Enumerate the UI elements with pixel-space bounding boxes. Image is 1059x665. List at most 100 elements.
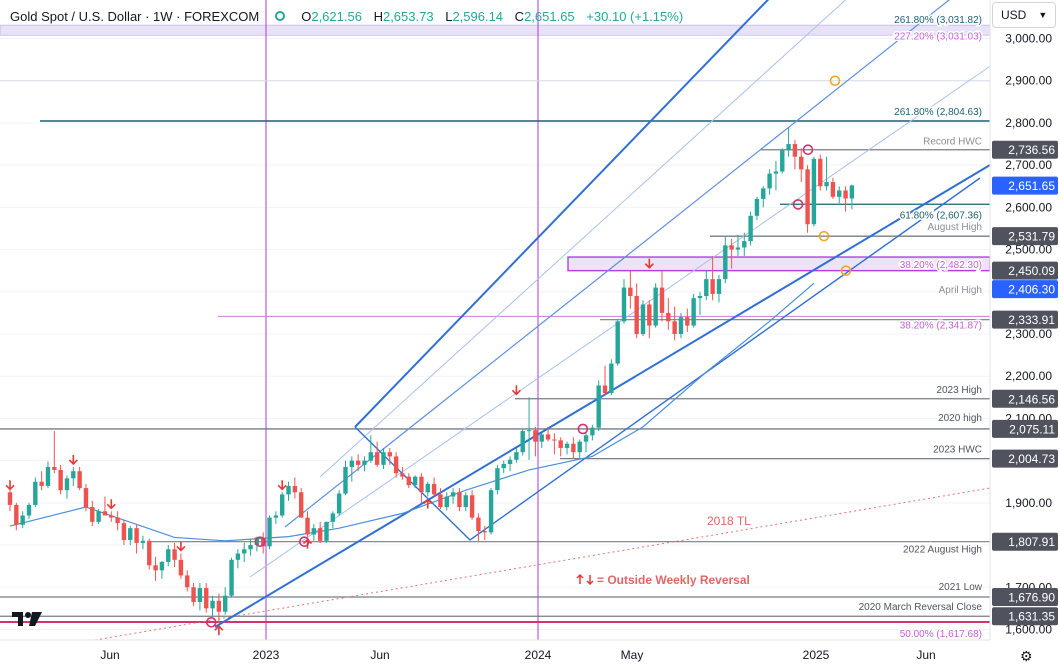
- price-badge: [992, 389, 1058, 408]
- legend-up-arrow-icon: [576, 573, 584, 584]
- open-label: O: [301, 8, 312, 24]
- candle-body: [311, 528, 317, 535]
- candle-body: [96, 511, 101, 522]
- reversal-ring: [802, 144, 814, 156]
- ohlc-values: O2,621.56 H2,653.73 L2,596.14 C2,651.65 …: [301, 9, 691, 24]
- candle-body: [704, 279, 709, 297]
- candle-body: [830, 182, 836, 197]
- candle-body: [229, 559, 234, 596]
- level-labels: 261.80% (3,031.82) 227.20% (3,031.03) 261.…: [857, 14, 984, 642]
- candle-body: [653, 287, 658, 326]
- candle-body: [298, 492, 304, 518]
- candle-body: [583, 435, 589, 442]
- candle-body: [355, 460, 361, 465]
- bullish-reversal-arrow: [214, 624, 224, 636]
- time-axis[interactable]: Jun 2023 Jun 2024 May 2025 Jun: [0, 639, 1059, 664]
- candle-body: [159, 561, 165, 571]
- low-value: 2,596.14: [452, 8, 504, 24]
- price-badge: [992, 588, 1058, 607]
- price-badge-label: 2,333.91: [1008, 313, 1055, 327]
- level-label: April High: [939, 285, 982, 296]
- level-label: 2021 Low: [939, 582, 983, 593]
- target-ring: [818, 230, 830, 242]
- candle-body: [672, 321, 677, 334]
- candle-body: [640, 304, 646, 334]
- price-badge-label: 2,736.56: [1008, 143, 1055, 157]
- candle-body: [792, 144, 798, 157]
- candles: [7, 127, 855, 624]
- price-tick-label: 2,700.00: [1005, 158, 1052, 172]
- candle-body: [742, 241, 747, 248]
- candle-body: [216, 600, 222, 612]
- annotations: 2018 TL = Outside Weekly Reversal: [576, 514, 751, 587]
- symbol-title[interactable]: Gold Spot / U.S. Dollar · 1W · FOREXCOM: [10, 8, 260, 24]
- candle-body: [729, 245, 734, 250]
- high-value: 2,653.73: [382, 8, 434, 24]
- reversal-ring: [792, 199, 804, 210]
- candle-body: [773, 171, 779, 174]
- candle-body: [172, 549, 177, 560]
- candle-body: [602, 385, 608, 394]
- price-badge-label: 1,807.91: [1008, 535, 1055, 549]
- candle-body: [406, 476, 411, 486]
- candle-body: [210, 600, 215, 609]
- candle-body: [83, 488, 89, 508]
- candle-body: [837, 190, 842, 197]
- bearish-reversal-arrow: [644, 258, 654, 269]
- candle-body: [147, 540, 152, 566]
- candle-body: [647, 304, 652, 326]
- candle-body: [748, 215, 753, 242]
- candle-body: [482, 531, 487, 533]
- reversal-ring: [205, 616, 217, 628]
- bearish-reversal-arrow: [511, 385, 521, 396]
- price-axis[interactable]: 3,000.00 2,900.00 2,800.00 2,700.00 2,600.00…: [989, 0, 1059, 644]
- candle-body: [109, 515, 114, 518]
- candle-body: [324, 521, 329, 541]
- sma-line: [9, 282, 815, 542]
- level-label: 50.00% (1,617.68): [900, 629, 982, 640]
- target-ring: [840, 265, 852, 276]
- channel-inner-line: [319, 0, 847, 478]
- time-tick-label: May: [621, 648, 644, 662]
- candle-body: [115, 517, 120, 524]
- candle-body: [267, 517, 272, 547]
- currency-selector-button[interactable]: USD ▼: [992, 2, 1056, 28]
- candle-body: [381, 452, 386, 465]
- level-label: August High: [928, 222, 982, 233]
- price-tick-label: 3,000.00: [1005, 32, 1052, 46]
- candle-body: [811, 158, 817, 225]
- candle-body: [330, 513, 336, 522]
- level-label: 261.80% (2,804.63): [894, 107, 982, 118]
- candle-body: [685, 317, 690, 326]
- channel-lower-line: [214, 164, 991, 628]
- candle-body: [412, 476, 418, 486]
- ascending-channel: [214, 0, 991, 628]
- legend-down-arrow-icon: [586, 575, 594, 586]
- candle-body: [735, 247, 741, 250]
- candle-body: [780, 150, 785, 172]
- price-tick-label: 1,600.00: [1005, 622, 1052, 636]
- candle-body: [476, 517, 481, 532]
- candle-body: [514, 452, 519, 460]
- time-tick-label: Jun: [916, 648, 935, 662]
- low-label: L: [445, 8, 453, 24]
- settings-gear-icon[interactable]: ⚙: [1020, 648, 1033, 664]
- candle-body: [286, 485, 291, 495]
- bearish-reversal-arrow: [106, 499, 116, 510]
- channel-upper-line: [354, 0, 770, 428]
- candle-body: [691, 298, 696, 326]
- close-value: 2,651.65: [524, 8, 575, 24]
- candle-body: [14, 504, 19, 525]
- bearish-reversal-arrow: [68, 454, 78, 466]
- candle-body: [609, 363, 614, 394]
- market-status-icon: [275, 11, 286, 21]
- candle-body: [90, 507, 95, 522]
- price-badge: [992, 176, 1058, 195]
- candle-body: [235, 553, 241, 560]
- candle-body: [121, 523, 127, 540]
- level-label: 2023 HWC: [933, 445, 982, 456]
- candle-body: [419, 476, 424, 493]
- candle-body: [843, 190, 848, 199]
- time-tick-label: 2024: [525, 648, 552, 662]
